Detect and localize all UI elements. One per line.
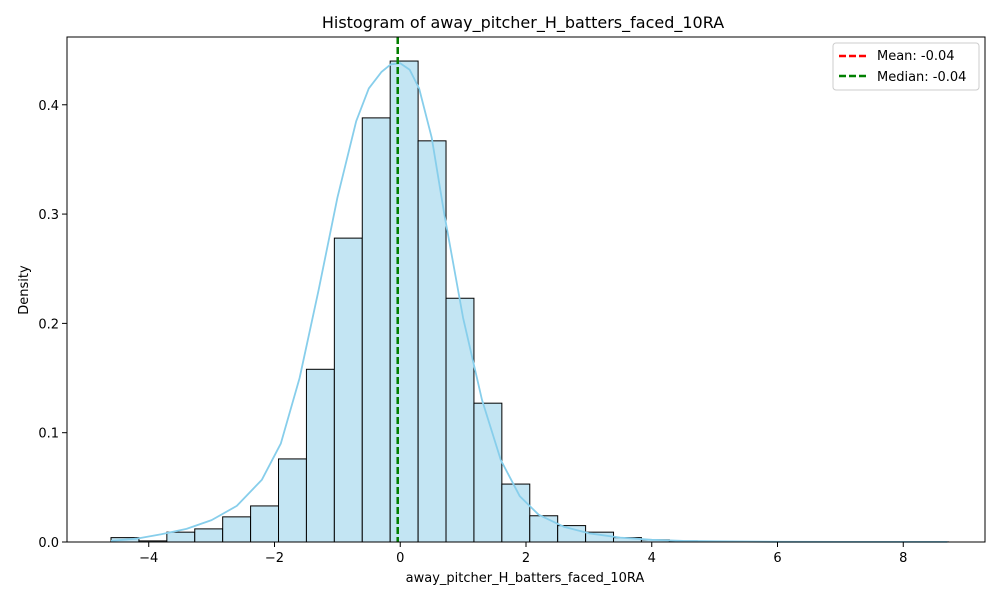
histogram-bar — [166, 531, 196, 543]
histogram-bar — [305, 368, 335, 543]
histogram-bar — [473, 402, 503, 543]
kde-curve — [110, 62, 948, 543]
legend-frame — [832, 42, 980, 91]
x-tick-label: 6 — [773, 551, 781, 566]
y-axis-label: Density — [17, 265, 32, 315]
histogram-bar — [445, 297, 475, 543]
histogram-bar — [222, 516, 252, 543]
x-tick-label: 4 — [648, 551, 656, 566]
legend-median-label: Median: -0.04 — [877, 70, 966, 85]
plot-frame — [66, 36, 986, 543]
histogram-bar — [529, 515, 559, 543]
x-tick-label: −2 — [265, 551, 284, 566]
kde-curve-group — [110, 62, 948, 543]
histogram-bar — [194, 528, 224, 543]
y-tick-label: 0.3 — [38, 208, 59, 223]
histogram-bar — [333, 237, 363, 543]
legend: Mean: -0.04 Median: -0.04 — [832, 42, 980, 91]
legend-mean-label: Mean: -0.04 — [877, 49, 955, 64]
x-tick-label: 2 — [522, 551, 530, 566]
x-tick-label: 8 — [899, 551, 907, 566]
histogram-bar — [389, 60, 419, 543]
histogram-bar — [278, 458, 307, 543]
x-tick-label: 0 — [396, 551, 404, 566]
histogram-bars — [110, 60, 950, 543]
histogram-bar — [361, 117, 391, 543]
y-tick-label: 0.2 — [38, 317, 59, 332]
y-tick-label: 0.1 — [38, 427, 59, 442]
x-axis-label: away_pitcher_H_batters_faced_10RA — [406, 571, 645, 586]
histogram-bar — [417, 140, 447, 543]
x-axis-ticks: −4 −2 0 2 4 6 8 — [139, 542, 907, 566]
y-axis-ticks: 0.0 0.1 0.2 0.3 0.4 — [38, 99, 67, 551]
histogram-bar — [250, 505, 280, 543]
y-tick-label: 0.0 — [38, 536, 59, 551]
chart-title: Histogram of away_pitcher_H_batters_face… — [322, 13, 724, 33]
y-tick-label: 0.4 — [38, 99, 59, 114]
x-tick-label: −4 — [139, 551, 158, 566]
histogram-bar — [501, 483, 531, 543]
